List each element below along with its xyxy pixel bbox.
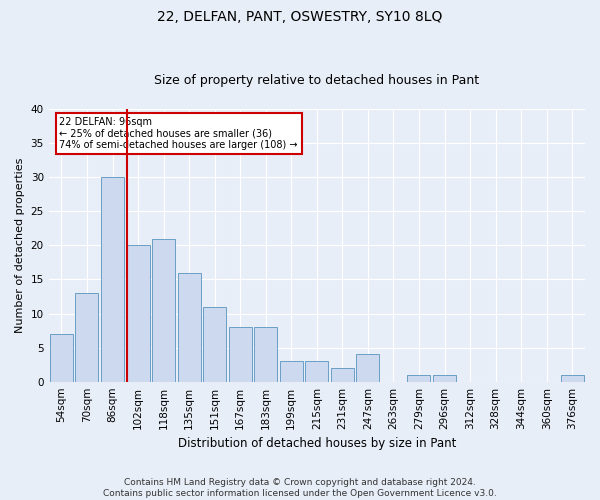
X-axis label: Distribution of detached houses by size in Pant: Distribution of detached houses by size … <box>178 437 456 450</box>
Bar <box>280 361 303 382</box>
Bar <box>50 334 73 382</box>
Bar <box>254 327 277 382</box>
Bar <box>152 238 175 382</box>
Bar <box>127 246 149 382</box>
Text: Contains HM Land Registry data © Crown copyright and database right 2024.
Contai: Contains HM Land Registry data © Crown c… <box>103 478 497 498</box>
Bar <box>561 375 584 382</box>
Bar <box>305 361 328 382</box>
Text: 22 DELFAN: 96sqm
← 25% of detached houses are smaller (36)
74% of semi-detached : 22 DELFAN: 96sqm ← 25% of detached house… <box>59 117 298 150</box>
Text: 22, DELFAN, PANT, OSWESTRY, SY10 8LQ: 22, DELFAN, PANT, OSWESTRY, SY10 8LQ <box>157 10 443 24</box>
Bar <box>76 293 98 382</box>
Bar <box>433 375 456 382</box>
Bar <box>203 306 226 382</box>
Bar <box>407 375 430 382</box>
Bar <box>356 354 379 382</box>
Bar <box>178 272 200 382</box>
Bar <box>229 327 252 382</box>
Bar <box>101 177 124 382</box>
Title: Size of property relative to detached houses in Pant: Size of property relative to detached ho… <box>154 74 479 87</box>
Y-axis label: Number of detached properties: Number of detached properties <box>15 158 25 333</box>
Bar <box>331 368 354 382</box>
